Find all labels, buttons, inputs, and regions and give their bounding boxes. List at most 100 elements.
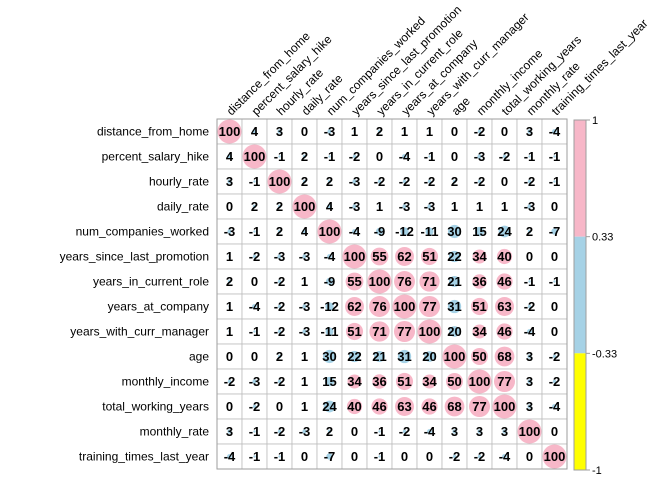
corr-circle: [228, 255, 231, 258]
corr-circle: [352, 204, 357, 209]
corr-value: -3: [349, 174, 361, 189]
row-label: age: [189, 350, 209, 364]
corr-circle: [327, 179, 332, 184]
corr-value: 68: [497, 349, 511, 364]
corr-circle: [227, 154, 232, 159]
corr-circle: [402, 204, 407, 209]
corr-circle: [302, 304, 307, 309]
corr-value: 0: [276, 399, 283, 414]
corr-circle: [217, 119, 242, 144]
corr-value: 71: [422, 274, 436, 289]
corr-circle: [375, 227, 384, 236]
corr-value: 0: [451, 124, 458, 139]
corr-value: 4: [326, 199, 334, 214]
corr-value: 1: [301, 374, 308, 389]
corr-circle: [417, 319, 442, 344]
corr-circle: [527, 304, 532, 309]
corr-circle: [447, 299, 462, 314]
corr-circle: [346, 398, 363, 415]
corr-value: -1: [524, 274, 536, 289]
row-label: monthly_rate: [140, 425, 210, 439]
corr-circle: [367, 269, 392, 294]
corr-value: 77: [497, 374, 511, 389]
corr-value: 15: [322, 374, 336, 389]
corr-value: -2: [474, 124, 486, 139]
corr-value: 0: [376, 149, 383, 164]
corr-circle: [370, 247, 389, 266]
corr-circle: [527, 229, 532, 234]
corr-value: -9: [374, 224, 386, 239]
corr-circle: [428, 155, 431, 158]
corr-circle: [302, 254, 307, 259]
corr-circle: [422, 374, 437, 389]
corr-value: -1: [549, 274, 561, 289]
corr-circle: [553, 180, 556, 183]
corr-value: 0: [226, 399, 233, 414]
corr-value: 0: [401, 449, 408, 464]
corr-value: -3: [224, 224, 236, 239]
corr-circle: [527, 379, 532, 384]
corr-circle: [348, 350, 361, 363]
corr-value: 1: [301, 399, 308, 414]
corr-value: 34: [472, 249, 487, 264]
corr-circle: [277, 279, 282, 284]
corr-value: 77: [397, 324, 411, 339]
legend-swatch: [574, 353, 586, 470]
corr-value: -1: [424, 149, 436, 164]
corr-value: 3: [276, 124, 283, 139]
corr-circle: [302, 229, 307, 234]
corr-value: -2: [399, 174, 411, 189]
corr-circle: [552, 379, 557, 384]
corr-value: 40: [347, 399, 361, 414]
corr-value: -1: [524, 149, 536, 164]
corr-circle: [470, 297, 489, 316]
corr-circle: [292, 194, 317, 219]
corr-value: 100: [369, 274, 391, 289]
corr-circle: [345, 272, 364, 291]
corr-circle: [253, 330, 256, 333]
corr-circle: [227, 429, 232, 434]
corr-circle: [527, 354, 532, 359]
corr-circle: [322, 349, 337, 364]
corr-circle: [253, 430, 256, 433]
corr-value: 3: [451, 424, 458, 439]
corr-circle: [528, 155, 531, 158]
corr-value: 1: [301, 274, 308, 289]
corr-value: -2: [549, 374, 561, 389]
legend-border: [573, 119, 587, 471]
corr-circle: [242, 144, 267, 169]
corr-value: 0: [226, 199, 233, 214]
corr-circle: [553, 280, 556, 283]
corr-circle: [552, 354, 557, 359]
corr-circle: [328, 155, 331, 158]
corr-circle: [277, 254, 282, 259]
corr-value: 0: [226, 349, 233, 364]
corr-circle: [267, 169, 292, 194]
corr-circle: [372, 374, 387, 389]
corr-circle: [352, 229, 357, 234]
corr-value: 2: [301, 149, 308, 164]
corr-value: 36: [472, 274, 486, 289]
grid-cell: [266, 393, 293, 420]
corr-value: -9: [324, 274, 336, 289]
corr-circle: [427, 179, 432, 184]
corr-value: -4: [424, 424, 436, 439]
corr-value: -1: [549, 149, 561, 164]
corr-circle: [345, 322, 364, 341]
corr-value: -4: [499, 449, 511, 464]
corr-circle: [397, 349, 412, 364]
corr-circle: [502, 154, 507, 159]
corr-value: 55: [372, 249, 386, 264]
corr-value: -1: [374, 449, 386, 464]
corr-circle: [553, 155, 556, 158]
corr-circle: [442, 344, 467, 369]
corr-circle: [419, 271, 440, 292]
corr-value: 3: [476, 424, 483, 439]
corr-value: 77: [422, 299, 436, 314]
corr-value: -2: [399, 424, 411, 439]
corr-value: 2: [301, 174, 308, 189]
corr-value: 1: [426, 124, 433, 139]
corr-value: -1: [274, 149, 286, 164]
corr-circle: [502, 429, 507, 434]
corr-circle: [527, 329, 532, 334]
